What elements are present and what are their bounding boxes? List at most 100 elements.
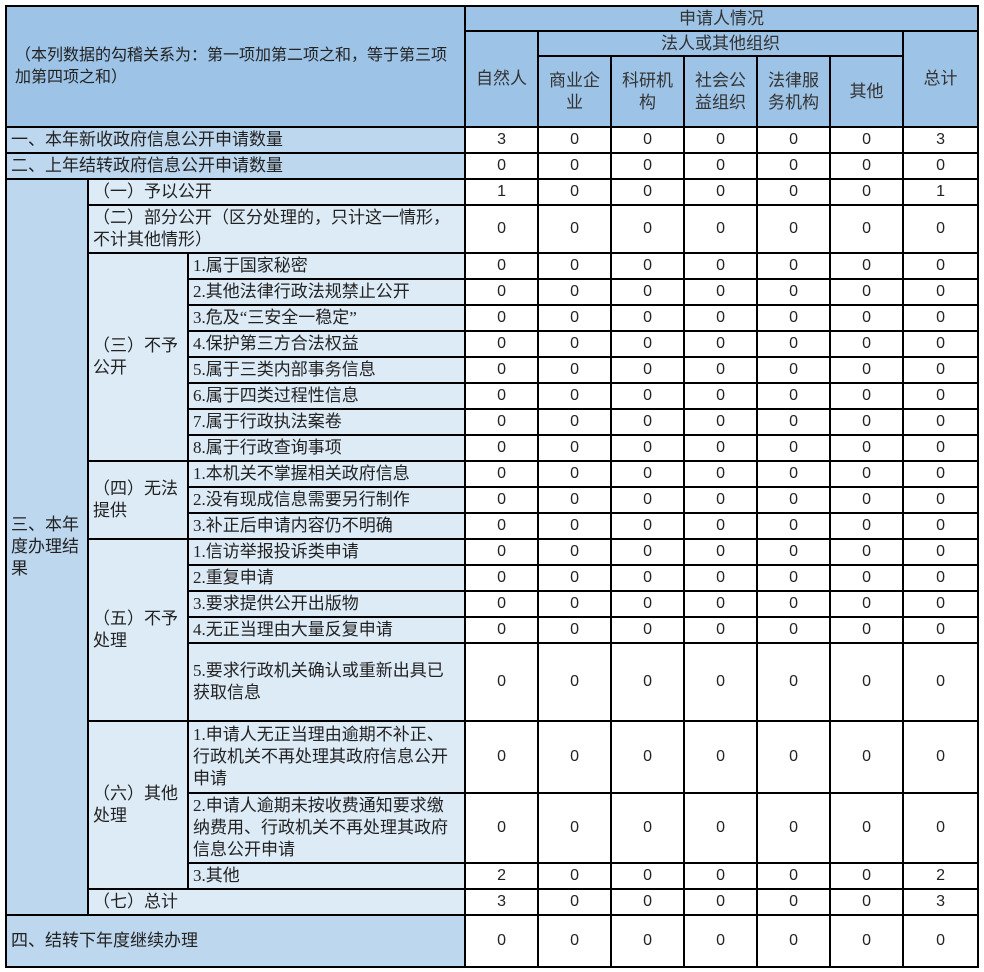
value-cell: 0 [756, 642, 832, 722]
value-cell: 0 [464, 382, 540, 410]
value-cell: 0 [537, 408, 613, 436]
value-cell: 0 [756, 460, 832, 488]
value-cell: 0 [537, 792, 613, 864]
value-cell: 0 [756, 278, 832, 306]
value-cell: 0 [683, 408, 759, 436]
value-cell: 0 [464, 914, 540, 968]
table-row: 3.补正后申请内容仍不明确 0 0 0 0 0 0 0 [6, 512, 980, 540]
result-category-label: （一）予以公开 [86, 178, 467, 206]
table-row: 7.属于行政执法案卷 0 0 0 0 0 0 0 [6, 408, 980, 436]
value-cell: 0 [829, 914, 905, 968]
value-cell: 0 [829, 434, 905, 462]
value-cell: 0 [829, 590, 905, 618]
org-type-header: 其他 [829, 55, 905, 128]
value-cell: 0 [537, 204, 613, 254]
org-type-header: 商业企业 [537, 55, 613, 128]
value-cell: 0 [683, 512, 759, 540]
result-category-label: （四）无法提供 [87, 460, 189, 540]
value-cell: 0 [610, 408, 686, 436]
value-cell: 0 [683, 914, 759, 968]
value-cell: 0 [902, 564, 980, 592]
value-cell: 0 [683, 720, 759, 794]
table-row: 5.属于三类内部事务信息 0 0 0 0 0 0 0 [6, 356, 980, 384]
table-row: 2.申请人逾期未按收费通知要求缴纳费用、行政机关不再处理其政府信息公开申请 0 0 0… [6, 792, 980, 864]
value-cell: 0 [756, 914, 832, 968]
value-cell: 0 [537, 178, 613, 206]
value-cell: 3 [902, 888, 980, 916]
org-type-header: 社会公益组织 [683, 55, 759, 128]
value-cell: 0 [829, 792, 905, 864]
value-cell: 0 [829, 888, 905, 916]
result-subcategory-label: 3.要求提供公开出版物 [186, 590, 467, 618]
value-cell: 0 [610, 434, 686, 462]
value-cell: 0 [756, 408, 832, 436]
value-cell: 0 [610, 616, 686, 644]
value-cell: 0 [902, 304, 980, 332]
value-cell: 0 [902, 252, 980, 280]
value-cell: 0 [683, 486, 759, 514]
value-cell: 3 [464, 126, 540, 154]
value-cell: 0 [610, 888, 686, 916]
value-cell: 0 [537, 888, 613, 916]
value-cell: 0 [683, 862, 759, 890]
value-cell: 0 [464, 252, 540, 280]
value-cell: 0 [829, 564, 905, 592]
result-subcategory-label: 1.信访举报投诉类申请 [186, 538, 467, 566]
value-cell: 0 [464, 616, 540, 644]
value-cell: 0 [683, 252, 759, 280]
value-cell: 0 [464, 792, 540, 864]
table-row: 3.要求提供公开出版物 0 0 0 0 0 0 0 [6, 590, 980, 618]
value-cell: 2 [902, 862, 980, 890]
table-row: （二）部分公开（区分处理的，只计这一情形，不计其他情形） 0 0 0 0 0 0 0 [6, 204, 980, 254]
result-subcategory-label: 3.补正后申请内容仍不明确 [186, 512, 467, 540]
value-cell: 0 [610, 330, 686, 358]
value-cell: 0 [829, 512, 905, 540]
value-cell: 0 [683, 382, 759, 410]
value-cell: 0 [829, 152, 905, 180]
value-cell: 0 [537, 460, 613, 488]
value-cell: 0 [610, 590, 686, 618]
value-cell: 0 [683, 278, 759, 306]
value-cell: 0 [537, 252, 613, 280]
value-cell: 0 [902, 460, 980, 488]
value-cell: 0 [610, 642, 686, 722]
value-cell: 0 [902, 590, 980, 618]
result-subcategory-label: 1.申请人无正当理由逾期不补正、行政机关不再处理其政府信息公开申请 [186, 720, 467, 794]
value-cell: 0 [683, 538, 759, 566]
value-cell: 0 [756, 512, 832, 540]
table-row: 2.其他法律行政法规禁止公开 0 0 0 0 0 0 0 [6, 278, 980, 306]
table-row: 5.要求行政机关确认或重新出具已获取信息 0 0 0 0 0 0 0 [6, 642, 980, 722]
result-category-label: （二）部分公开（区分处理的，只计这一情形，不计其他情形） [86, 204, 467, 254]
value-cell: 0 [610, 178, 686, 206]
value-cell: 0 [683, 204, 759, 254]
value-cell: 0 [902, 278, 980, 306]
value-cell: 0 [610, 382, 686, 410]
value-cell: 3 [902, 126, 980, 154]
government-info-disclosure-table: （本列数据的勾稽关系为：第一项加第二项之和，等于第三项加第四项之和） 申请人情况… [4, 5, 980, 968]
value-cell: 3 [464, 888, 540, 916]
result-subcategory-label: 7.属于行政执法案卷 [186, 408, 467, 436]
value-cell: 0 [537, 152, 613, 180]
value-cell: 0 [610, 278, 686, 306]
value-cell: 0 [464, 642, 540, 722]
table-row: （五）不予处理 1.信访举报投诉类申请 0 0 0 0 0 0 0 [6, 538, 980, 722]
table-row: 6.属于四类过程性信息 0 0 0 0 0 0 0 [6, 382, 980, 410]
value-cell: 0 [464, 278, 540, 306]
value-cell: 0 [464, 564, 540, 592]
value-cell: 0 [537, 720, 613, 794]
row-label-new-requests: 一、本年新收政府信息公开申请数量 [4, 126, 467, 154]
value-cell: 0 [902, 330, 980, 358]
result-subcategory-label: 2.没有现成信息需要另行制作 [186, 486, 467, 514]
value-cell: 0 [756, 356, 832, 384]
result-subcategory-label: 4.保护第三方合法权益 [186, 330, 467, 358]
value-cell: 0 [756, 538, 832, 566]
value-cell: 0 [610, 720, 686, 794]
value-cell: 0 [537, 642, 613, 722]
corner-note: （本列数据的勾稽关系为：第一项加第二项之和，等于第三项加第四项之和） [4, 5, 467, 128]
result-subcategory-label: 3.危及“三安全一稳定” [186, 304, 467, 332]
value-cell: 0 [902, 792, 980, 864]
value-cell: 0 [683, 888, 759, 916]
value-cell: 0 [610, 486, 686, 514]
value-cell: 0 [756, 590, 832, 618]
value-cell: 0 [537, 486, 613, 514]
